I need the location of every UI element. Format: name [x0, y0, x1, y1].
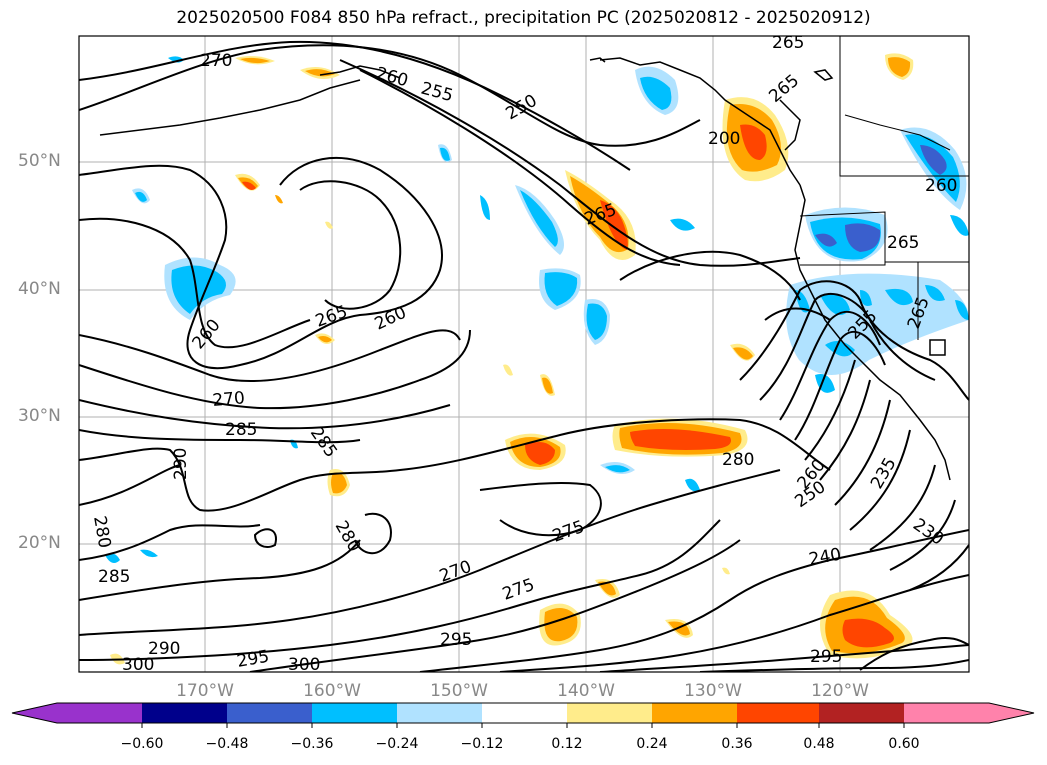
coastlines — [99, 57, 951, 481]
lat-label: 20°N — [18, 533, 61, 553]
contour-label: 295 — [440, 630, 472, 650]
colorbar-swatch — [12, 703, 57, 723]
colorbar-swatch — [397, 703, 482, 723]
lon-label: 160°W — [303, 681, 361, 701]
lon-label: 150°W — [430, 681, 488, 701]
colorbar-tick-label: −0.36 — [290, 736, 334, 752]
political-borders — [799, 36, 969, 340]
colorbar-swatch — [819, 703, 904, 723]
colorbar-swatch — [904, 703, 989, 723]
contour-label: 290 — [171, 448, 191, 480]
lon-label: 170°W — [176, 681, 234, 701]
contour-label: 270 — [212, 388, 246, 411]
contour-label: 260 — [925, 176, 957, 196]
colorbar-swatch — [567, 703, 652, 723]
colorbar-tick-label: 0.60 — [888, 736, 920, 752]
contour-label: 265 — [772, 33, 804, 53]
colorbar-swatch — [142, 703, 227, 723]
colorbar-swatch — [227, 703, 312, 723]
colorbar-swatch — [989, 703, 1034, 723]
colorbar-swatch — [737, 703, 819, 723]
contour-label: 300 — [288, 655, 320, 675]
precip-negative — [105, 56, 969, 564]
colorbar-tick-label: −0.48 — [205, 736, 249, 752]
contour-label: 270 — [200, 51, 232, 71]
plot-frame — [78, 35, 970, 673]
colorbar-swatch — [312, 703, 397, 723]
contour-label: 285 — [98, 567, 130, 587]
colorbar-swatch — [652, 703, 737, 723]
contour-label: 285 — [225, 420, 257, 440]
colorbar-tick-label: 0.48 — [803, 736, 835, 752]
contour-label: 200 — [708, 129, 740, 149]
lon-label: 120°W — [811, 681, 869, 701]
colorbar-tick-label: 0.12 — [551, 736, 583, 752]
contour-label: 265 — [887, 233, 919, 253]
lat-label: 50°N — [18, 151, 61, 171]
contour-label: 295 — [810, 647, 842, 667]
colorbar-swatch — [57, 703, 142, 723]
lat-label: 40°N — [18, 279, 61, 299]
colorbar-tick-label: −0.24 — [375, 736, 419, 752]
contour-label: 300 — [122, 655, 154, 675]
lon-label: 140°W — [557, 681, 615, 701]
refractivity-contours — [79, 40, 969, 672]
lon-label: 130°W — [684, 681, 742, 701]
contour-label: 290 — [148, 639, 180, 659]
colorbar-tick-label: −0.60 — [120, 736, 164, 752]
contour-label: 280 — [722, 450, 754, 470]
colorbar-tick-label: 0.36 — [721, 736, 753, 752]
colorbar-outline — [11, 702, 1035, 724]
lat-label: 30°N — [18, 406, 61, 426]
colorbar-tick-label: 0.24 — [636, 736, 668, 752]
colorbar — [11, 702, 1035, 728]
colorbar-tick-label: −0.12 — [460, 736, 504, 752]
colorbar-swatch — [482, 703, 567, 723]
map-title: 2025020500 F084 850 hPa refract., precip… — [176, 8, 871, 28]
